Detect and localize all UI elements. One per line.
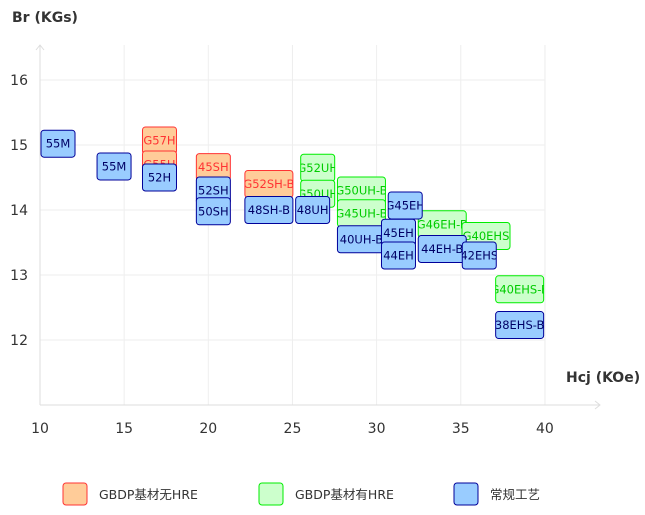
legend: GBDP基材无HRE GBDP基材有HRE 常规工艺 xyxy=(62,482,540,506)
data-point-box xyxy=(195,197,231,226)
data-point-label: 45EH xyxy=(383,226,414,240)
data-point-label: 45SH xyxy=(198,160,229,174)
data-point-label: G40EHS xyxy=(463,229,510,243)
data-point-label: 40UH-B xyxy=(340,232,383,246)
data-label-box: 45EH xyxy=(380,218,416,247)
legend-label: GBDP基材有HRE xyxy=(295,487,394,502)
y-axis-arrow xyxy=(35,44,45,51)
x-axis-arrow xyxy=(594,400,601,410)
data-label-box: 50SH xyxy=(195,197,231,226)
data-point-label: G45EH xyxy=(385,198,424,212)
data-label-box: 44EH-B xyxy=(417,235,467,263)
x-tick-label: 40 xyxy=(536,421,554,437)
legend-swatch xyxy=(258,482,284,506)
x-tick-label: 25 xyxy=(284,421,302,437)
x-tick-label: 20 xyxy=(199,421,217,437)
x-tick-label: 35 xyxy=(452,421,470,437)
data-label-box: 48SH-B xyxy=(244,196,294,224)
data-label-box: 52H xyxy=(141,163,177,192)
data-point-label: 38EHS-B xyxy=(495,318,545,332)
y-tick-label: 14 xyxy=(10,203,28,219)
data-label-box: 44EH xyxy=(380,241,416,270)
data-label-box: G46EH-B xyxy=(417,210,468,239)
data-label-box: G52UH xyxy=(297,153,338,182)
data-label-box: 45SH xyxy=(195,153,231,182)
data-point-box xyxy=(495,311,545,340)
data-point-label: 55M xyxy=(102,159,127,173)
data-point-label: 52H xyxy=(148,171,171,185)
data-label-box: 42EHS xyxy=(460,241,498,270)
data-label-box: 38EHS-B xyxy=(495,311,545,340)
data-point-box xyxy=(295,196,331,224)
x-axis-label: Hcj (KOe) xyxy=(566,370,640,386)
x-tick-label: 15 xyxy=(115,421,133,437)
data-point-box xyxy=(380,241,416,270)
data-point-label: G40EHS-B xyxy=(490,282,548,296)
data-point-box xyxy=(244,196,294,224)
y-tick-label: 16 xyxy=(10,73,28,89)
data-point-box xyxy=(495,275,545,304)
data-point-label: G57H xyxy=(143,133,175,147)
data-label-box: G50UH-B xyxy=(335,176,387,205)
data-point-label: 44EH-B xyxy=(421,242,463,256)
data-marks: G57HG55H45SHG52SH-BG52UHG50UHG50UH-BG45U… xyxy=(40,126,548,340)
data-point-label: G46EH-B xyxy=(417,217,468,231)
data-point-label: G45UH-B xyxy=(335,206,387,220)
axes: 10 15 20 25 30 35 40 12 13 14 15 16 xyxy=(10,44,601,437)
y-axis-label: Br (KGs) xyxy=(12,10,78,26)
data-point-label: G52SH-B xyxy=(243,177,294,191)
x-tick-label: 30 xyxy=(368,421,386,437)
data-point-box xyxy=(40,129,76,158)
legend-swatch xyxy=(453,482,479,506)
data-label-box: G52SH-B xyxy=(243,170,294,198)
data-point-box xyxy=(141,163,177,192)
data-label-box: 48UH xyxy=(295,196,331,224)
data-point-label: G52UH xyxy=(297,161,338,175)
data-point-label: 52SH xyxy=(198,184,229,198)
data-point-label: 42EHS xyxy=(460,249,498,263)
data-label-box: 55M xyxy=(96,152,132,181)
data-point-label: 48UH xyxy=(297,203,329,217)
data-point-label: G50UH-B xyxy=(335,184,387,198)
data-label-box: G45EH xyxy=(385,191,424,220)
data-point-label: 55M xyxy=(46,137,71,151)
data-label-box: G57H xyxy=(141,126,177,155)
data-point-box xyxy=(461,241,497,270)
data-point-label: 50SH xyxy=(198,204,229,218)
data-point-label: 48SH-B xyxy=(248,203,290,217)
y-tick-label: 15 xyxy=(10,138,28,154)
x-tick-label: 10 xyxy=(31,421,49,437)
legend-label: 常规工艺 xyxy=(490,487,540,502)
data-label-box: 55M xyxy=(40,129,76,158)
data-point-box xyxy=(96,152,132,181)
data-point-label: 44EH xyxy=(383,249,414,263)
y-tick-label: 13 xyxy=(10,268,28,284)
data-label-box: 40UH-B xyxy=(336,225,386,254)
y-tick-label: 12 xyxy=(10,333,28,349)
data-label-box: G45UH-B xyxy=(335,199,387,228)
data-label-box: G40EHS-B xyxy=(490,275,548,304)
legend-label: GBDP基材无HRE xyxy=(99,487,198,502)
legend-swatch xyxy=(62,482,88,506)
